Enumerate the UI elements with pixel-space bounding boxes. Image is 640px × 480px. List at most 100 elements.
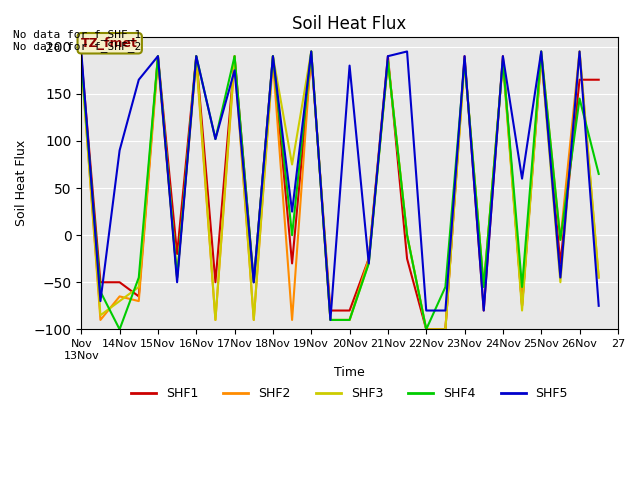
SHF1 <box>365 256 372 262</box>
SHF5 <box>288 209 296 215</box>
Legend: SHF1, SHF2, SHF3, SHF4, SHF5: SHF1, SHF2, SHF3, SHF4, SHF5 <box>126 382 573 405</box>
SHF3 <box>116 298 124 304</box>
SHF2 <box>365 256 372 262</box>
SHF4 <box>173 275 181 280</box>
SHF5 <box>250 279 257 285</box>
SHF1 <box>557 261 564 266</box>
SHF3 <box>365 261 372 266</box>
SHF5 <box>135 77 143 83</box>
SHF3 <box>193 53 200 59</box>
SHF1 <box>595 77 602 83</box>
SHF5 <box>77 48 85 54</box>
SHF2 <box>518 303 526 309</box>
SHF3 <box>576 48 584 54</box>
SHF1 <box>116 279 124 285</box>
SHF2 <box>595 275 602 280</box>
SHF2 <box>269 58 276 64</box>
SHF1 <box>212 279 220 285</box>
SHF4 <box>576 96 584 101</box>
SHF2 <box>384 58 392 64</box>
SHF5 <box>326 317 334 323</box>
Text: TZ_fmet: TZ_fmet <box>81 37 138 50</box>
SHF4 <box>365 261 372 266</box>
SHF5 <box>595 303 602 309</box>
SHF1 <box>538 53 545 59</box>
SHF2 <box>173 275 181 280</box>
SHF5 <box>116 147 124 153</box>
SHF3 <box>250 317 257 323</box>
SHF1 <box>422 326 430 332</box>
SHF4 <box>288 232 296 238</box>
SHF4 <box>231 53 239 59</box>
SHF2 <box>135 298 143 304</box>
SHF2 <box>116 293 124 299</box>
SHF3 <box>403 232 411 238</box>
SHF2 <box>422 326 430 332</box>
SHF4 <box>346 317 353 323</box>
Line: SHF3: SHF3 <box>81 51 598 329</box>
SHF4 <box>193 53 200 59</box>
SHF5 <box>384 53 392 59</box>
SHF1 <box>288 261 296 266</box>
SHF2 <box>154 58 162 64</box>
SHF5 <box>557 275 564 280</box>
SHF4 <box>557 237 564 243</box>
SHF4 <box>461 58 468 64</box>
SHF2 <box>499 58 507 64</box>
Title: Soil Heat Flux: Soil Heat Flux <box>292 15 406 33</box>
SHF2 <box>403 232 411 238</box>
SHF4 <box>77 58 85 64</box>
SHF3 <box>154 53 162 59</box>
SHF5 <box>154 53 162 59</box>
Line: SHF5: SHF5 <box>81 51 598 320</box>
SHF3 <box>77 58 85 64</box>
Line: SHF2: SHF2 <box>81 51 598 329</box>
Line: SHF4: SHF4 <box>81 51 598 329</box>
SHF3 <box>135 284 143 290</box>
SHF2 <box>288 317 296 323</box>
SHF4 <box>116 326 124 332</box>
SHF1 <box>480 308 488 313</box>
SHF5 <box>499 53 507 59</box>
SHF2 <box>250 317 257 323</box>
SHF5 <box>193 53 200 59</box>
SHF1 <box>193 53 200 59</box>
SHF3 <box>384 58 392 64</box>
X-axis label: Time: Time <box>334 366 365 379</box>
SHF5 <box>365 261 372 266</box>
SHF5 <box>173 279 181 285</box>
SHF1 <box>135 293 143 299</box>
SHF2 <box>480 284 488 290</box>
SHF5 <box>442 308 449 313</box>
SHF5 <box>346 63 353 69</box>
SHF4 <box>422 326 430 332</box>
SHF2 <box>461 58 468 64</box>
SHF3 <box>173 275 181 280</box>
SHF2 <box>77 58 85 64</box>
SHF5 <box>231 67 239 73</box>
SHF1 <box>518 303 526 309</box>
SHF5 <box>518 176 526 181</box>
SHF3 <box>499 58 507 64</box>
SHF3 <box>480 284 488 290</box>
SHF4 <box>97 289 104 295</box>
SHF3 <box>97 312 104 318</box>
SHF1 <box>269 53 276 59</box>
SHF4 <box>403 232 411 238</box>
Line: SHF1: SHF1 <box>81 56 598 329</box>
SHF1 <box>326 308 334 313</box>
SHF1 <box>346 308 353 313</box>
SHF2 <box>307 48 315 54</box>
SHF4 <box>250 279 257 285</box>
SHF3 <box>307 48 315 54</box>
SHF4 <box>538 48 545 54</box>
SHF1 <box>97 279 104 285</box>
SHF4 <box>442 284 449 290</box>
SHF5 <box>422 308 430 313</box>
SHF5 <box>403 48 411 54</box>
SHF3 <box>442 326 449 332</box>
SHF2 <box>231 58 239 64</box>
SHF1 <box>403 256 411 262</box>
SHF1 <box>173 251 181 257</box>
SHF4 <box>212 136 220 142</box>
